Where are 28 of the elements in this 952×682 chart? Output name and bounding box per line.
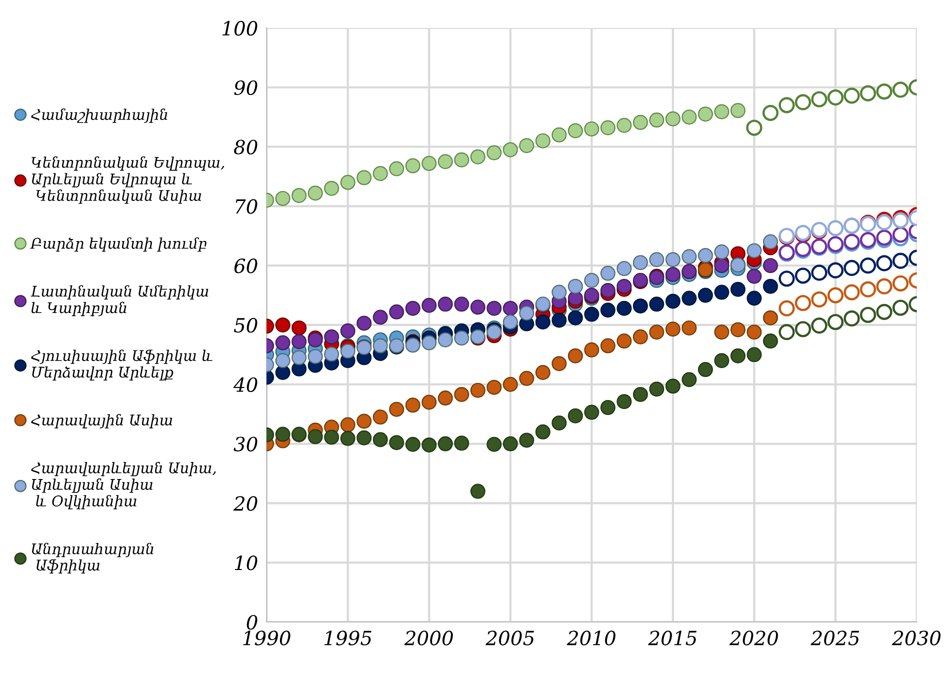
y-tick-label: 40 [233, 377, 258, 392]
legend-label: Կենտրոնական Եվրոպա, Արևելյան Եվրոպա և Կենտրոնական Ասիա [32, 156, 224, 204]
x-tick-label: 1995 [324, 630, 372, 646]
y-tick-label: 100 [222, 20, 258, 36]
legend-label: Հյուսիսային Աֆրիկա և Մերձավոր Արևելք [31, 350, 212, 380]
y-tick-label: 30 [234, 436, 258, 452]
x-tick-label: 2030 [892, 630, 941, 646]
legend-label: Հարավարևելյան Ասիա, Արևելյան Ասիա և Օվկիանիա [31, 462, 216, 510]
y-tick-label: 80 [234, 140, 258, 154]
x-tick-label: 2015 [648, 630, 696, 646]
y-tick-label: 60 [234, 258, 258, 274]
y-tick-label: 50 [234, 318, 258, 333]
y-tick-label: 70 [236, 199, 258, 214]
y-tick-label: 90 [234, 80, 258, 96]
x-tick-label: 2010 [566, 630, 616, 646]
x-tick-label: 2005 [486, 630, 534, 646]
legend-label: Անդրսահարյան Աֆրիկա [32, 542, 154, 574]
y-tick-label: 0 [246, 614, 258, 630]
x-tick-label: 1990 [243, 630, 290, 646]
x-tick-label: 2025 [810, 630, 860, 646]
legend-label: Համաշխարհային [31, 108, 168, 123]
y-tick-label: 10 [234, 556, 258, 570]
legend-label: Հարավային Ասիա [31, 414, 172, 428]
y-tick-label: 20 [233, 496, 258, 511]
legend-label: Բարձր եկամտի խումբ [30, 237, 206, 252]
x-tick-label: 2020 [729, 630, 778, 646]
x-tick-label: 2000 [404, 630, 453, 646]
legend-label: Լատինական Ամերիկա և Կարիբյան [30, 285, 208, 316]
